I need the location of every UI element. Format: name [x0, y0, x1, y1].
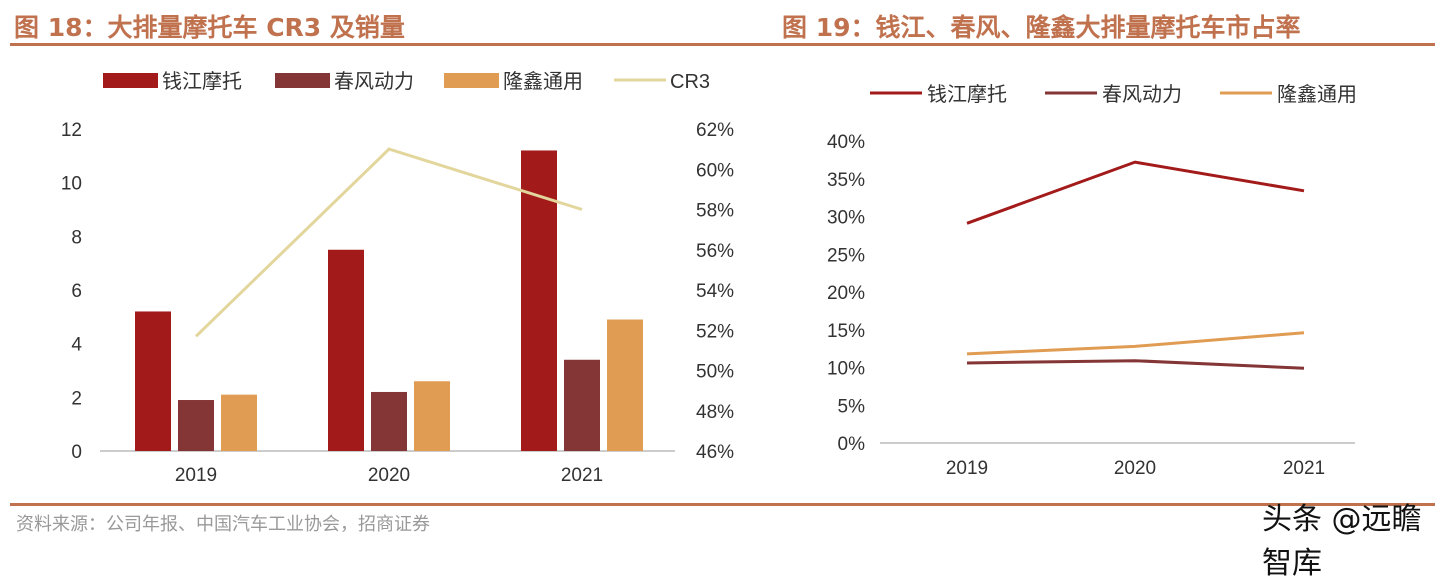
right-y-tick-label: 56%	[696, 241, 734, 262]
right-y-tick-label: 52%	[696, 321, 734, 342]
right-y-tick-label: 60%	[696, 160, 734, 181]
footer-divider	[10, 503, 1435, 506]
y-tick-label: 20%	[827, 283, 865, 304]
legend-swatch	[444, 73, 499, 88]
left-y-tick-label: 12	[61, 120, 82, 141]
left-y-tick-label: 0	[71, 442, 82, 463]
bar-隆鑫通用-2020	[414, 381, 450, 451]
y-tick-label: 25%	[827, 245, 865, 266]
y-tick-label: 35%	[827, 170, 865, 191]
y-tick-label: 0%	[838, 434, 866, 455]
x-tick-label: 2021	[1283, 458, 1325, 479]
right-y-tick-label: 46%	[696, 442, 734, 463]
right-chart-title: 图 19：钱江、春风、隆鑫大排量摩托车市占率	[782, 13, 1301, 42]
bar-钱江摩托-2020	[328, 249, 364, 451]
legend-label: 春风动力	[1102, 83, 1182, 106]
x-tick-label: 2021	[561, 465, 603, 486]
y-tick-label: 10%	[827, 359, 865, 380]
y-tick-label: 5%	[838, 396, 866, 417]
legend-label: 春风动力	[334, 70, 414, 93]
left-y-tick-label: 8	[71, 227, 82, 248]
right-y-tick-label: 54%	[696, 281, 734, 302]
right-y-tick-label: 58%	[696, 201, 734, 222]
x-tick-label: 2020	[368, 465, 410, 486]
x-tick-label: 2019	[175, 465, 217, 486]
bar-春风动力-2019	[178, 400, 214, 451]
left-y-tick-label: 4	[71, 335, 82, 356]
y-tick-label: 40%	[827, 132, 865, 153]
y-tick-label: 30%	[827, 208, 865, 229]
right-y-tick-label: 62%	[696, 120, 734, 141]
left-y-tick-label: 10	[61, 174, 82, 195]
legend-label: 隆鑫通用	[503, 70, 583, 93]
title-divider	[10, 43, 1435, 46]
line-春风动力	[966, 359, 1305, 370]
bar-隆鑫通用-2021	[607, 319, 643, 451]
legend-label: 钱江摩托	[162, 70, 242, 93]
legend-label: CR3	[670, 71, 710, 93]
legend-swatch	[275, 73, 330, 88]
line-隆鑫通用	[966, 331, 1305, 356]
right-y-tick-label: 50%	[696, 362, 734, 383]
bar-隆鑫通用-2019	[221, 394, 257, 451]
bar-钱江摩托-2019	[135, 311, 171, 451]
legend-swatch	[103, 73, 158, 88]
left-chart-title: 图 18：大排量摩托车 CR3 及销量	[14, 13, 405, 42]
bar-春风动力-2020	[371, 391, 407, 451]
legend-label: 钱江摩托	[927, 83, 1007, 106]
watermark: 头条 @远瞻智库	[1262, 502, 1422, 581]
left-y-tick-label: 6	[71, 281, 82, 302]
cr3-line	[194, 147, 583, 338]
right-y-tick-label: 48%	[696, 402, 734, 423]
x-tick-label: 2019	[946, 458, 988, 479]
source-note: 资料来源：公司年报、中国汽车工业协会，招商证券	[16, 514, 430, 535]
right-chart: 0% 5% 10% 15% 20% 25% 30% 35% 40% 2019 2020 2021 钱江摩…	[827, 83, 1357, 479]
legend-label: 隆鑫通用	[1277, 83, 1357, 106]
x-tick-label: 2020	[1114, 458, 1156, 479]
y-tick-label: 15%	[827, 321, 865, 342]
bar-春风动力-2021	[564, 359, 600, 451]
line-钱江摩托	[966, 160, 1305, 225]
left-chart: 0 2 4 6 8 10 12 46% 48% 50% 52% 54% 56% 58% 60% 62% 2019…	[61, 70, 734, 486]
left-y-tick-label: 2	[71, 388, 82, 409]
